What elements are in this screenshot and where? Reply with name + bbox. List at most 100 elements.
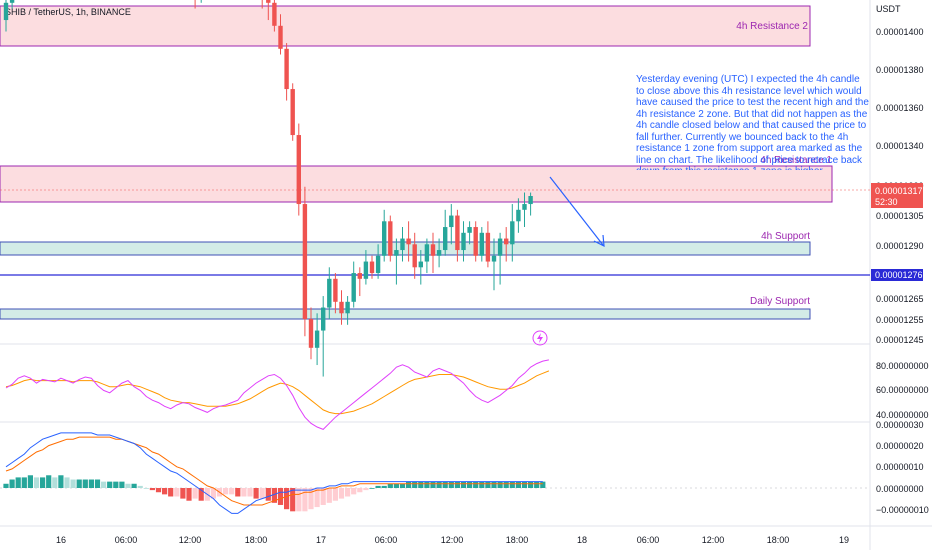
macd-histogram-bar [454, 481, 460, 488]
macd-histogram-bar [241, 488, 247, 497]
macd-histogram-bar [430, 481, 436, 488]
candle-body [351, 273, 356, 302]
price-tick: 0.00001400 [876, 27, 924, 37]
macd-histogram-bar [314, 488, 320, 508]
macd-tick: 0.00000020 [876, 441, 924, 451]
macd-histogram-bar [338, 488, 345, 499]
macd-histogram-bar [424, 481, 430, 488]
macd-histogram-bar [27, 475, 33, 488]
macd-histogram-bar [88, 479, 94, 488]
macd-histogram-bar [143, 488, 149, 489]
macd-histogram-bar [540, 481, 546, 488]
macd-histogram-bar [9, 479, 15, 488]
zone-4h-support[interactable] [0, 241, 811, 256]
time-tick: 18 [577, 535, 587, 545]
macd-histogram-bar [46, 475, 52, 488]
macd-histogram-bar [33, 477, 40, 488]
candle-body [516, 209, 521, 222]
macd-tick: 0.00000030 [876, 420, 924, 430]
macd-histogram-bar [149, 488, 155, 491]
price-tick: 0.00001245 [876, 335, 924, 345]
macd-signal-line [5, 436, 543, 506]
candle-body [449, 215, 454, 228]
candle-body [485, 232, 491, 262]
macd-histogram-bar [418, 481, 424, 488]
macd-histogram-bar [76, 479, 82, 488]
candle-body [290, 89, 295, 136]
macd-line [5, 432, 543, 514]
candle-body [528, 196, 533, 205]
candle-body [400, 238, 405, 251]
macd-histogram-bar [198, 488, 204, 501]
time-tick: 18:00 [767, 535, 790, 545]
macd-histogram-bar [345, 488, 351, 497]
last-price-label: 0.00001317 [875, 186, 923, 196]
candle-body [308, 319, 314, 348]
price-tick: 0.00001360 [876, 103, 924, 113]
candles-group [3, 0, 533, 377]
macd-histogram-bar [223, 488, 229, 495]
macd-histogram-bar [509, 481, 515, 488]
macd-histogram-bar [515, 481, 521, 488]
candle-body [278, 25, 283, 49]
macd-histogram-bar [168, 488, 174, 497]
macd-histogram-bar [503, 481, 509, 488]
macd-histogram-bar [58, 475, 64, 488]
time-tick: 18:00 [245, 535, 268, 545]
macd-histogram-bar [320, 488, 326, 505]
macd-histogram-bar [473, 481, 479, 488]
candle-body [302, 204, 308, 320]
candle-body [473, 227, 478, 256]
macd-histogram-bar [332, 488, 338, 501]
zone-label-4h-support: 4h Support [761, 231, 810, 242]
candle-body [412, 244, 417, 268]
macd-histogram-bar [131, 483, 137, 488]
rsi-line [5, 359, 549, 430]
candle-body [510, 221, 515, 245]
macd-histogram-bar [387, 483, 393, 488]
lightning-icon[interactable] [532, 330, 548, 346]
zone-4h-resistance-1[interactable] [0, 165, 833, 203]
macd-histogram-bar [528, 481, 534, 488]
macd-histogram-bar [70, 479, 76, 488]
candle-body [491, 255, 497, 262]
macd-histogram-bar [125, 483, 131, 488]
zone-daily-support[interactable] [0, 308, 811, 320]
zone-label-daily-support: Daily Support [750, 296, 810, 307]
countdown-label: 52:30 [875, 197, 898, 207]
macd-histogram-bar [113, 481, 119, 488]
candle-body [382, 221, 387, 256]
forecast-arrow-head [593, 234, 605, 248]
candle-body [418, 261, 423, 268]
macd-histogram-bar [357, 488, 363, 493]
macd-histogram-bar [40, 477, 46, 488]
macd-histogram-bar [15, 477, 21, 488]
candle-body [461, 232, 466, 251]
macd-histogram-bar [174, 488, 180, 497]
macd-histogram-bar [302, 488, 308, 512]
macd-histogram-bar [210, 488, 216, 499]
macd-histogram-bar [442, 481, 448, 488]
macd-histogram-bar [534, 481, 540, 488]
zone-4h-resistance-2[interactable] [0, 5, 811, 47]
candle-body [455, 215, 460, 251]
candle-body [430, 244, 436, 256]
forecast-arrow-shaft[interactable] [549, 176, 604, 246]
macd-histogram-bar [247, 488, 253, 497]
price-tick: 0.00001380 [876, 65, 924, 75]
macd-tick: 0.00000010 [876, 462, 924, 472]
macd-histogram-bar [406, 481, 412, 488]
candle-body [424, 244, 430, 262]
macd-histogram-bar [155, 488, 162, 493]
rsi-tick: 40.00000000 [876, 410, 929, 420]
candle-body [314, 330, 320, 348]
candle-body [394, 250, 399, 256]
macd-histogram-bar [381, 485, 387, 488]
candle-body [321, 307, 326, 331]
macd-group [3, 432, 546, 514]
macd-histogram-bar [369, 488, 375, 489]
macd-histogram-bar [491, 481, 497, 488]
macd-histogram-bar [479, 481, 485, 488]
candle-body [388, 221, 393, 256]
